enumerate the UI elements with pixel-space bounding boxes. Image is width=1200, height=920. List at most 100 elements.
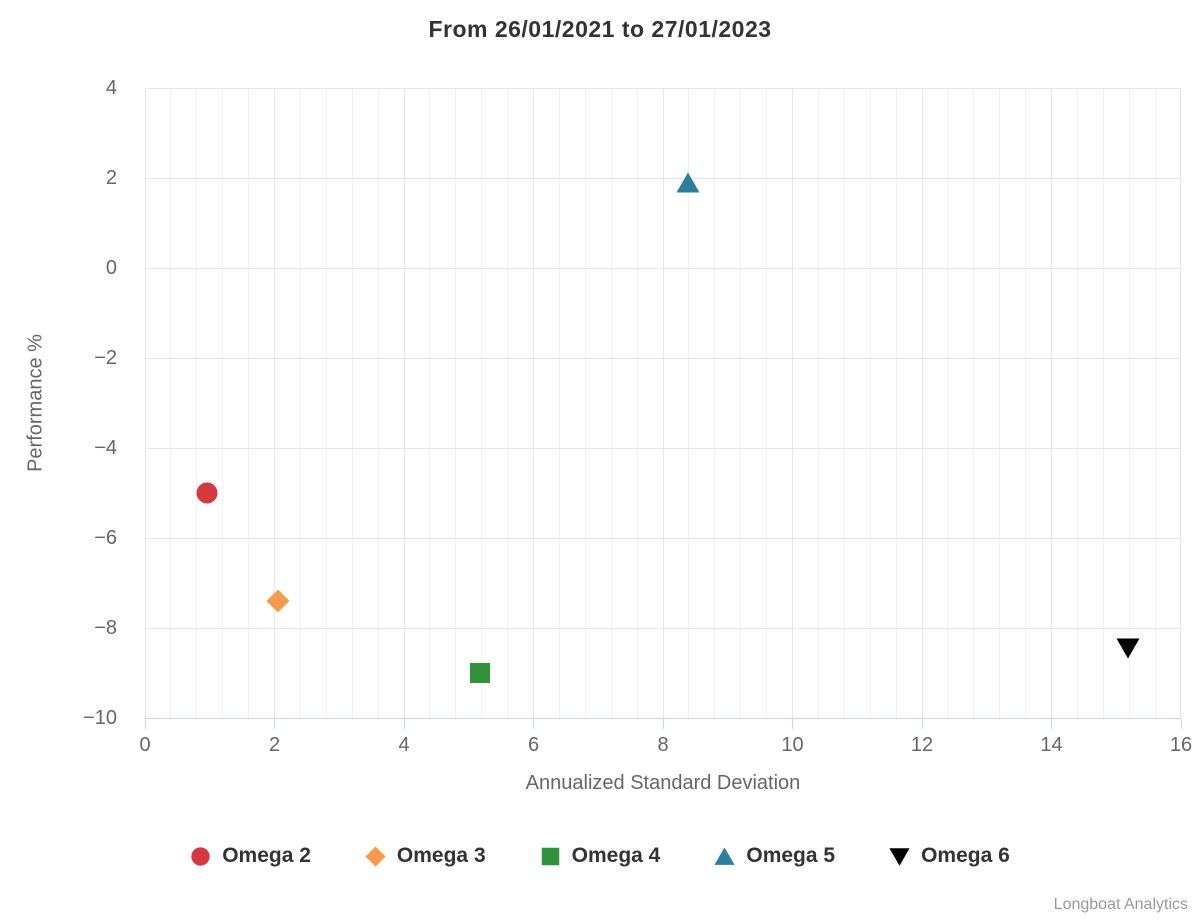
x-tick-label: 8 <box>657 734 669 756</box>
minor-gridline <box>377 88 379 718</box>
point-omega-2[interactable] <box>195 481 219 510</box>
minor-gridline <box>817 88 819 718</box>
legend-label: Omega 6 <box>921 844 1010 867</box>
x-tick-mark <box>1051 719 1052 729</box>
minor-gridline <box>558 88 560 718</box>
minor-gridline <box>895 88 897 718</box>
major-gridline <box>1051 88 1052 718</box>
y-tick-label: −6 <box>94 527 117 549</box>
legend: Omega 2 Omega 3 Omega 4 Omega 5 Omega 6 <box>0 843 1200 869</box>
x-tick-mark <box>403 719 405 729</box>
y-tick-label: 0 <box>105 257 117 279</box>
x-tick-label: 0 <box>139 734 151 756</box>
minor-gridline <box>170 88 172 718</box>
minor-gridline <box>584 88 586 718</box>
point-omega-5[interactable] <box>676 171 700 200</box>
minor-gridline <box>1154 88 1156 718</box>
x-tick-label: 10 <box>781 734 804 756</box>
major-gridline <box>144 88 146 718</box>
x-tick-mark <box>274 719 275 729</box>
x-tick-label: 16 <box>1169 734 1193 756</box>
x-tick-label: 6 <box>527 734 540 756</box>
y-tick-label: −10 <box>83 707 117 729</box>
legend-label: Omega 3 <box>396 844 486 867</box>
minor-gridline <box>636 88 638 718</box>
minor-gridline <box>610 88 612 718</box>
major-gridline <box>921 88 923 718</box>
x-axis-title: Annualized Standard Deviation <box>525 772 801 794</box>
major-gridline <box>145 537 1181 539</box>
minor-gridline <box>947 88 949 718</box>
minor-gridline <box>481 88 483 718</box>
legend-item-omega-6[interactable]: Omega 6 <box>889 843 1010 869</box>
legend-marker-circle-icon <box>190 846 211 867</box>
minor-gridline <box>869 88 871 718</box>
y-tick-label: 4 <box>105 77 117 99</box>
x-tick-mark <box>533 719 534 729</box>
minor-gridline <box>1128 88 1130 718</box>
plot-area <box>144 87 1181 719</box>
minor-gridline <box>325 88 327 718</box>
legend-marker-square-icon <box>540 846 561 867</box>
x-tick-mark <box>921 719 923 729</box>
legend-marker-diamond-icon <box>365 845 386 867</box>
credits-label: Longboat Analytics <box>1053 896 1188 913</box>
major-gridline <box>145 87 1181 89</box>
chart-title: From 26/01/2021 to 27/01/2023 <box>428 16 772 42</box>
minor-gridline <box>973 88 975 718</box>
minor-gridline <box>455 88 457 718</box>
minor-gridline <box>1076 88 1078 718</box>
x-tick-label: 2 <box>268 734 281 756</box>
minor-gridline <box>999 88 1001 718</box>
x-tick-mark <box>792 719 793 729</box>
major-gridline <box>792 88 793 718</box>
legend-label: Omega 2 <box>222 844 311 867</box>
minor-gridline <box>1102 88 1104 718</box>
major-gridline <box>145 177 1181 179</box>
minor-gridline <box>766 88 768 718</box>
minor-gridline <box>714 88 716 718</box>
major-gridline <box>145 627 1181 629</box>
major-gridline <box>145 357 1181 359</box>
minor-gridline <box>248 88 250 718</box>
legend-label: Omega 5 <box>746 844 836 867</box>
x-tick-label: 12 <box>910 734 934 756</box>
minor-gridline <box>1025 88 1027 718</box>
y-tick-label: −4 <box>94 437 117 459</box>
minor-gridline <box>688 88 690 718</box>
minor-gridline <box>843 88 845 718</box>
point-omega-4[interactable] <box>468 661 492 690</box>
major-gridline <box>145 447 1181 449</box>
legend-marker-triangle-up-icon <box>714 846 735 867</box>
minor-gridline <box>222 88 224 718</box>
x-tick-label: 14 <box>1040 734 1063 756</box>
major-gridline <box>145 267 1181 269</box>
major-gridline <box>662 88 664 718</box>
legend-item-omega-5[interactable]: Omega 5 <box>714 843 835 869</box>
minor-gridline <box>196 88 198 718</box>
x-tick-label: 4 <box>398 734 410 756</box>
legend-item-omega-2[interactable]: Omega 2 <box>190 843 311 869</box>
minor-gridline <box>507 88 509 718</box>
legend-item-omega-4[interactable]: Omega 4 <box>540 843 661 869</box>
x-tick-mark <box>144 719 146 729</box>
minor-gridline <box>299 88 301 718</box>
legend-item-omega-3[interactable]: Omega 3 <box>365 843 486 869</box>
point-omega-3[interactable] <box>266 589 290 618</box>
minor-gridline <box>740 88 742 718</box>
major-gridline <box>274 88 275 718</box>
major-gridline <box>403 88 405 718</box>
x-tick-mark <box>662 719 664 729</box>
point-omega-6[interactable] <box>1116 636 1140 665</box>
y-tick-label: 2 <box>105 167 117 189</box>
y-tick-label: −2 <box>94 347 117 369</box>
minor-gridline <box>429 88 431 718</box>
legend-label: Omega 4 <box>571 844 661 867</box>
legend-marker-triangle-down-icon <box>889 846 910 867</box>
x-tick-mark <box>1180 719 1182 729</box>
minor-gridline <box>351 88 353 718</box>
y-tick-label: −8 <box>94 617 117 639</box>
major-gridline <box>1179 88 1181 718</box>
major-gridline <box>533 88 534 718</box>
